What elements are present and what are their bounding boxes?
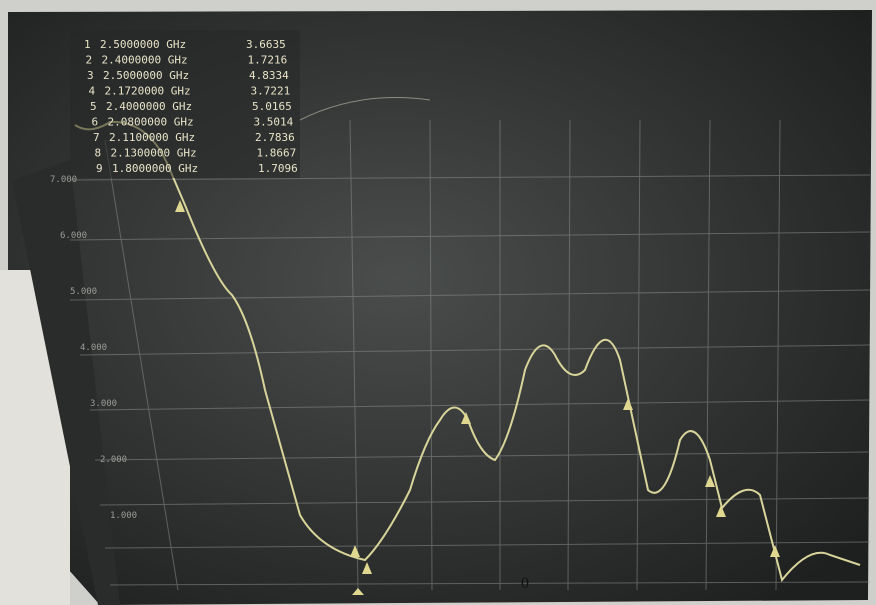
- marker-index: 6: [92, 116, 99, 129]
- marker-value: 5.0165: [252, 100, 292, 113]
- marker-frequency: 2.1100000 GHz: [109, 131, 195, 144]
- y-label: 2.000: [100, 455, 127, 465]
- faint-trace: [299, 97, 431, 121]
- y-label: 6.000: [60, 231, 87, 241]
- marker-frequency: 2.0800000 GHz: [108, 116, 194, 129]
- grid: [69, 119, 871, 591]
- marker-index: 1: [84, 38, 91, 51]
- marker-frequency: 2.4000000 GHz: [102, 54, 188, 67]
- trace: [74, 120, 861, 583]
- marker-value: 2.7836: [255, 131, 295, 144]
- marker-frequency: 2.5000000 GHz: [103, 69, 189, 82]
- y-label: 7.000: [50, 175, 77, 185]
- marker-index: 7: [93, 131, 100, 144]
- marker-value: 3.5014: [254, 116, 294, 129]
- marker-index: 4: [89, 85, 96, 98]
- marker-index: 5: [90, 100, 97, 113]
- marker-index: 3: [87, 69, 94, 82]
- marker-frequency: 2.1300000 GHz: [111, 147, 197, 160]
- marker-value: 3.6635: [246, 38, 286, 51]
- y-label: 1.000: [110, 511, 137, 521]
- marker-frequency: 2.4000000 GHz: [106, 100, 192, 113]
- reference-marker: [352, 588, 364, 595]
- marker-table-bg: [70, 30, 300, 178]
- marker-frequency: 2.1720000 GHz: [105, 85, 191, 98]
- marker-index: 9: [96, 162, 103, 175]
- marker-value: 1.8667: [257, 147, 297, 160]
- y-labels: 7.000 6.000 5.000 4.000 3.000 2.000 1.000: [50, 175, 137, 521]
- y-label: 3.000: [90, 399, 117, 409]
- marker-frequency: 1.8000000 GHz: [112, 162, 198, 175]
- marker-flags: [175, 200, 780, 574]
- marker-value: 4.8334: [249, 69, 289, 82]
- y-label: 4.000: [80, 343, 107, 353]
- marker-table: 1 2.5000000 GHz 3.6635 2 2.4000000 GHz 1.7216…: [84, 38, 298, 175]
- marker-value: 3.7221: [251, 85, 291, 98]
- marker-value: 1.7096: [258, 162, 298, 175]
- marker-frequency: 2.5000000 GHz: [100, 38, 186, 51]
- y-label: 5.000: [70, 287, 97, 297]
- bottom-label: 0: [521, 575, 529, 592]
- marker-value: 1.7216: [248, 54, 288, 67]
- marker-index: 8: [95, 147, 102, 160]
- display-edge: [12, 160, 120, 605]
- marker-index: 2: [86, 54, 93, 67]
